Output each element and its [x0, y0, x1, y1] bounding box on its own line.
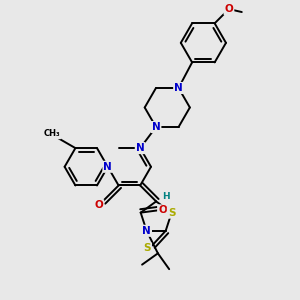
Text: N: N: [174, 83, 183, 93]
Text: S: S: [168, 208, 176, 218]
Text: O: O: [158, 206, 167, 215]
Text: N: N: [136, 143, 145, 153]
Text: S: S: [143, 243, 151, 254]
Text: O: O: [224, 4, 233, 14]
Text: N: N: [103, 162, 112, 172]
Text: CH₃: CH₃: [44, 129, 60, 138]
Text: N: N: [142, 226, 151, 236]
Text: N: N: [152, 122, 160, 132]
Text: O: O: [94, 200, 103, 210]
Text: H: H: [162, 192, 170, 201]
